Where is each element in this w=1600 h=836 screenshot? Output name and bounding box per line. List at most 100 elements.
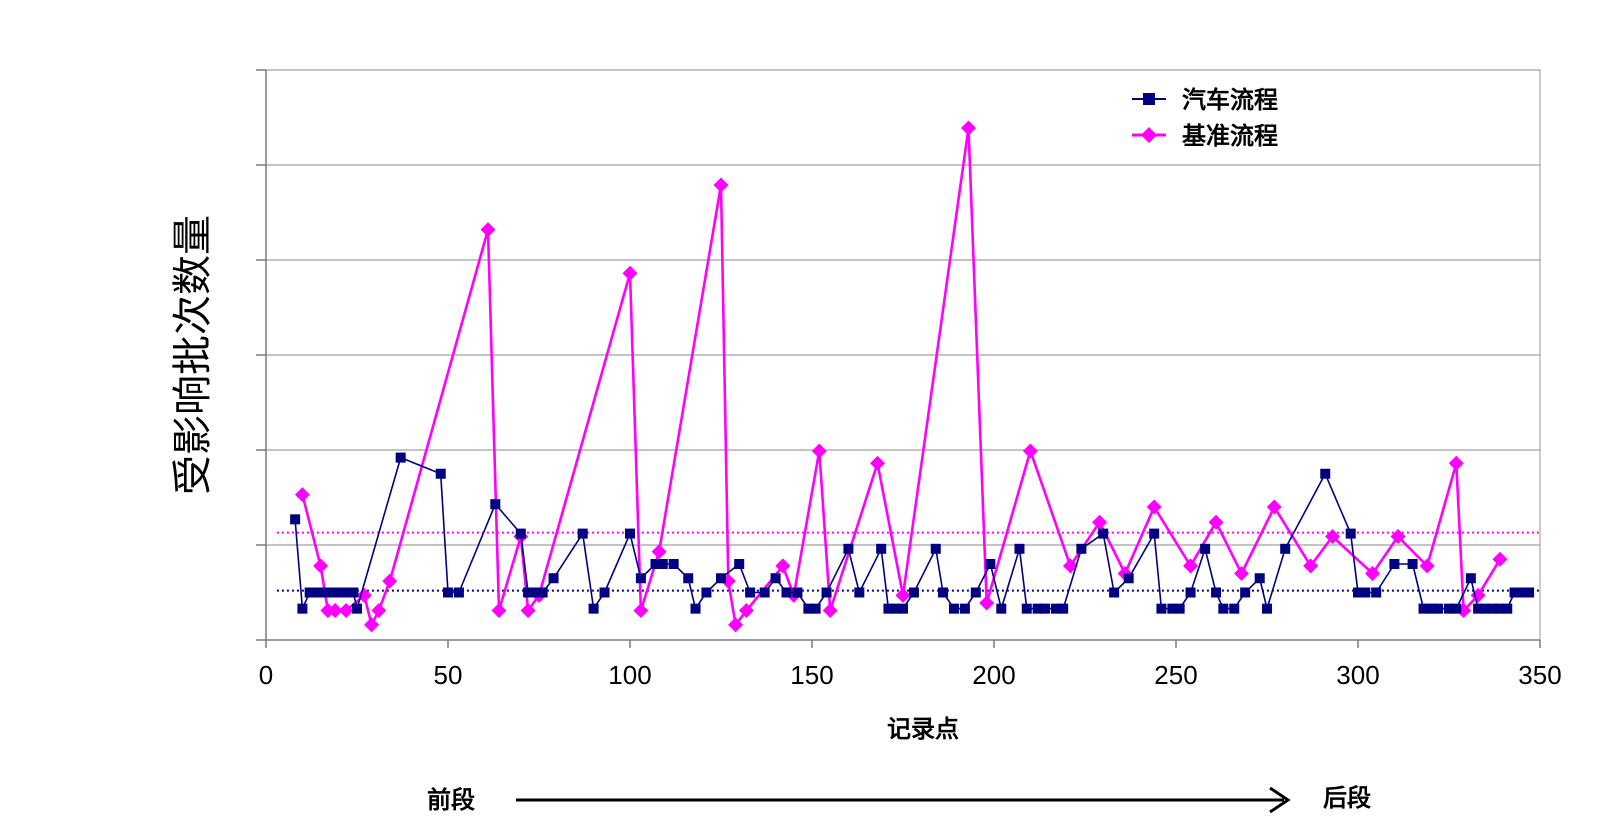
data-point: [1487, 603, 1498, 614]
data-point: [701, 587, 712, 598]
data-point: [599, 587, 610, 598]
data-point: [979, 595, 995, 611]
data-point: [734, 559, 745, 569]
x-tick-label: 100: [608, 660, 651, 690]
data-point: [1390, 528, 1406, 544]
x-axis-ticks: 0 50 100 150 200 250 300 350: [259, 640, 1562, 690]
data-point: [854, 587, 865, 598]
data-point: [1149, 528, 1160, 539]
data-point: [759, 587, 770, 598]
axes: [256, 69, 1540, 641]
data-point: [1266, 499, 1282, 515]
direction-indicator: 前段 后段: [427, 784, 1371, 814]
data-point: [1425, 603, 1436, 614]
data-point: [1240, 587, 1251, 598]
data-point: [890, 603, 901, 614]
data-point: [548, 573, 559, 584]
x-tick-label: 150: [790, 660, 833, 690]
data-point: [348, 587, 359, 598]
data-point: [1146, 499, 1162, 515]
data-point: [1389, 559, 1400, 569]
data-point: [1509, 587, 1520, 598]
data-point: [1480, 603, 1491, 614]
data-point: [961, 120, 977, 136]
data-point: [1494, 603, 1505, 614]
data-point: [713, 177, 729, 193]
data-point: [1448, 455, 1464, 471]
data-point: [843, 543, 854, 554]
data-point: [364, 617, 380, 633]
data-point: [523, 587, 534, 598]
data-point: [1325, 528, 1341, 544]
data-point: [876, 543, 887, 554]
data-point: [1407, 559, 1418, 569]
data-point: [1418, 603, 1429, 614]
data-point: [1444, 603, 1454, 614]
data-point: [1360, 587, 1371, 598]
data-point: [1254, 573, 1265, 584]
data-point: [633, 603, 649, 619]
data-point: [327, 603, 343, 619]
data-point: [895, 587, 911, 603]
data-point: [333, 587, 344, 598]
data-point: [371, 603, 387, 619]
data-point: [622, 265, 638, 281]
data-point: [515, 528, 526, 539]
data-point: [1062, 558, 1078, 574]
data-point: [970, 587, 981, 598]
data-point: [985, 559, 996, 569]
data-point: [657, 559, 668, 569]
data-point: [530, 587, 541, 598]
x-tick-label: 200: [972, 660, 1015, 690]
data-point: [1021, 603, 1032, 614]
data-point: [745, 587, 756, 598]
data-point: [1280, 543, 1291, 554]
data-point: [1218, 603, 1229, 614]
data-point: [650, 559, 661, 569]
data-point: [1502, 603, 1513, 614]
data-point: [1076, 543, 1087, 554]
data-point: [770, 573, 781, 584]
data-point: [395, 452, 406, 463]
series-auto: [290, 452, 1535, 614]
legend-label-auto: 汽车流程: [1182, 86, 1278, 114]
data-point: [1156, 603, 1167, 614]
data-point: [908, 587, 919, 598]
data-point: [1492, 551, 1508, 567]
data-point: [625, 528, 635, 539]
data-point: [996, 603, 1007, 614]
data-point: [1365, 566, 1381, 581]
data-point: [588, 603, 599, 614]
data-point: [1320, 468, 1331, 479]
data-point: [1109, 587, 1120, 598]
data-point: [811, 443, 827, 459]
data-point: [1473, 603, 1484, 614]
data-point: [668, 559, 679, 569]
data-point: [1433, 603, 1444, 614]
data-point: [1167, 603, 1178, 614]
data-point: [1465, 573, 1476, 584]
data-point: [1516, 587, 1527, 598]
data-point: [728, 617, 744, 633]
data-point: [1345, 528, 1356, 539]
data-point: [1174, 603, 1185, 614]
data-point: [683, 573, 694, 584]
data-point: [491, 603, 507, 619]
data-point: [480, 222, 496, 238]
x-tick-label: 300: [1336, 660, 1379, 690]
data-point: [294, 487, 310, 503]
data-point: [313, 558, 329, 574]
data-point: [304, 587, 315, 598]
data-point: [1353, 587, 1363, 598]
direction-end-label: 后段: [1323, 784, 1371, 812]
x-axis-title: 记录点: [887, 715, 959, 743]
data-point: [716, 573, 726, 584]
data-point: [297, 603, 308, 614]
direction-arrow-head: [1269, 786, 1291, 814]
data-point: [1524, 587, 1535, 598]
data-point: [290, 514, 301, 525]
data-point: [738, 603, 754, 619]
data-point: [443, 587, 453, 598]
legend-label-baseline: 基准流程: [1182, 122, 1278, 150]
